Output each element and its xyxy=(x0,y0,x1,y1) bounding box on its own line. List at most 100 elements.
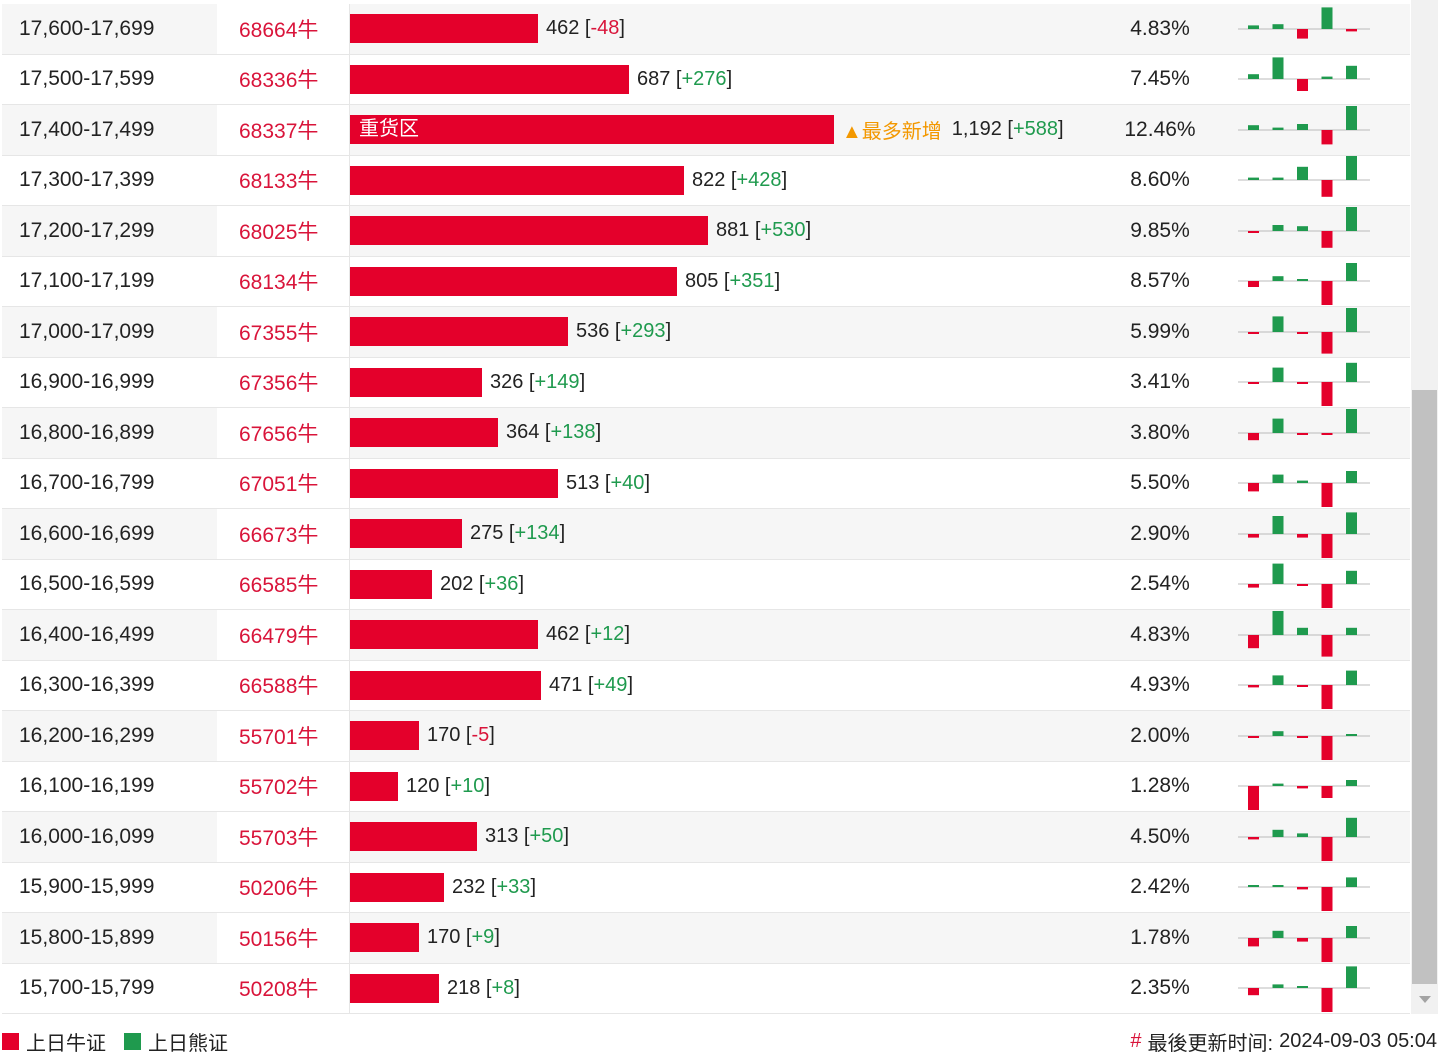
warrant-code-link[interactable]: 50156牛 xyxy=(217,913,350,963)
table-row[interactable]: 17,300-17,399 68133牛 822 [+428] 8.60% xyxy=(2,155,1410,206)
table-row[interactable]: 17,200-17,299 68025牛 881 [+530] 9.85% xyxy=(2,206,1410,257)
outstanding-count: 275 xyxy=(470,522,504,545)
sparkline xyxy=(1234,560,1374,610)
percentage: 9.85% xyxy=(1130,218,1190,242)
sparkline-chart xyxy=(1238,730,1370,760)
percentage: 5.50% xyxy=(1130,471,1190,495)
outstanding-count: 881 xyxy=(716,219,750,242)
change-value: +134 xyxy=(514,522,560,545)
table-row[interactable]: 16,400-16,499 66479牛 462 [+12] 4.83% xyxy=(2,610,1410,661)
warrant-code-link[interactable]: 55702牛 xyxy=(217,761,350,811)
warrant-code-link[interactable]: 50206牛 xyxy=(217,862,350,912)
warrant-code-link[interactable]: 66585牛 xyxy=(217,559,350,609)
sparkline-bar xyxy=(1272,610,1284,635)
sparkline-bar xyxy=(1297,533,1308,538)
warrant-code-link[interactable]: 68664牛 xyxy=(217,4,350,54)
outstanding-bar xyxy=(350,266,677,296)
sparkline-chart xyxy=(1238,512,1370,558)
update-label: 最後更新时间: xyxy=(1147,1032,1274,1055)
table-row[interactable]: 16,500-16,599 66585牛 202 [+36] 2.54% xyxy=(2,559,1410,610)
sparkline-bar xyxy=(1297,584,1308,587)
bar-cell: 120 [+10] xyxy=(350,762,1110,812)
legend-bear: 上日熊证 xyxy=(124,1027,228,1056)
outstanding-bar xyxy=(350,872,444,902)
sparkline-bar xyxy=(1297,786,1308,789)
table-row[interactable]: 17,400-17,499 68337牛 重货区 ▲最多新增 1,192 [+588] 1… xyxy=(2,105,1410,156)
percentage: 2.42% xyxy=(1130,875,1190,899)
strike-range: 16,800-16,899 xyxy=(19,420,155,444)
strike-range: 17,000-17,099 xyxy=(19,319,155,343)
most-added-tag: ▲最多新增 xyxy=(842,121,942,144)
sparkline-bar xyxy=(1346,263,1357,282)
warrant-code-link[interactable]: 67355牛 xyxy=(217,307,350,357)
strike-range: 15,800-15,899 xyxy=(19,925,155,949)
sparkline-bar xyxy=(1346,206,1357,231)
table-row[interactable]: 15,800-15,899 50156牛 170 [+9] 1.78% xyxy=(2,913,1410,964)
warrant-code-link[interactable]: 66479牛 xyxy=(217,610,350,660)
percentage: 1.78% xyxy=(1130,925,1190,949)
sparkline xyxy=(1234,459,1374,509)
bar-value: 218 [+8] xyxy=(447,976,520,999)
warrant-code-link[interactable]: 68134牛 xyxy=(217,256,350,306)
sparkline-chart xyxy=(1238,57,1370,92)
table-row[interactable]: 16,700-16,799 67051牛 513 [+40] 5.50% xyxy=(2,458,1410,509)
sparkline-bar xyxy=(1346,877,1357,888)
sparkline-chart xyxy=(1238,263,1370,306)
table-row[interactable]: 17,000-17,099 67355牛 536 [+293] 5.99% xyxy=(2,307,1410,358)
sparkline-bar xyxy=(1272,474,1284,484)
warrant-code-link[interactable]: 66673牛 xyxy=(217,509,350,559)
sparkline-bar xyxy=(1321,937,1333,962)
strike-range: 16,100-16,199 xyxy=(19,774,155,798)
percentage: 2.54% xyxy=(1130,572,1190,596)
warrant-code-link[interactable]: 55703牛 xyxy=(217,812,350,862)
table-row[interactable]: 16,000-16,099 55703牛 313 [+50] 4.50% xyxy=(2,812,1410,863)
sparkline-bar xyxy=(1248,74,1259,80)
scrollbar-thumb[interactable] xyxy=(1412,390,1437,984)
warrant-code-link[interactable]: 68025牛 xyxy=(217,206,350,256)
table-row[interactable]: 16,600-16,699 66673牛 275 [+134] 2.90% xyxy=(2,509,1410,560)
warrant-code-link[interactable]: 68133牛 xyxy=(217,155,350,205)
strike-range: 17,600-17,699 xyxy=(19,16,155,40)
sparkline-bar xyxy=(1321,735,1333,760)
warrant-code-link[interactable]: 67656牛 xyxy=(217,408,350,458)
warrant-code-link[interactable]: 67356牛 xyxy=(217,357,350,407)
table-row[interactable]: 16,300-16,399 66588牛 471 [+49] 4.93% xyxy=(2,660,1410,711)
sparkline-bar xyxy=(1346,817,1357,837)
warrant-code-link[interactable]: 68337牛 xyxy=(217,105,350,155)
sparkline-bar xyxy=(1248,786,1259,811)
scroll-down-arrow-icon[interactable] xyxy=(1419,996,1431,1003)
warrant-code-link[interactable]: 68336牛 xyxy=(217,54,350,104)
warrant-code-link[interactable]: 66588牛 xyxy=(217,660,350,710)
warrant-code-link[interactable]: 67051牛 xyxy=(217,458,350,508)
warrant-code-link[interactable]: 55701牛 xyxy=(217,711,350,761)
sparkline-bar xyxy=(1297,627,1308,635)
table-row[interactable]: 17,500-17,599 68336牛 687 [+276] 7.45% xyxy=(2,54,1410,105)
strike-range: 16,600-16,699 xyxy=(19,521,155,545)
sparkline-chart xyxy=(1238,156,1370,198)
sparkline-bar xyxy=(1272,23,1284,29)
table-row[interactable]: 17,600-17,699 68664牛 462 [-48] 4.83% xyxy=(2,4,1410,55)
table-row[interactable]: 16,800-16,899 67656牛 364 [+138] 3.80% xyxy=(2,408,1410,459)
sparkline-bar xyxy=(1272,316,1284,332)
percentage: 4.83% xyxy=(1130,16,1190,40)
table-row[interactable]: 15,900-15,999 50206牛 232 [+33] 2.42% xyxy=(2,862,1410,913)
percentage: 3.80% xyxy=(1130,420,1190,444)
bar-value: 120 [+10] xyxy=(406,774,490,797)
sparkline xyxy=(1234,913,1374,963)
table-row[interactable]: 16,900-16,999 67356牛 326 [+149] 3.41% xyxy=(2,357,1410,408)
table-row[interactable]: 17,100-17,199 68134牛 805 [+351] 8.57% xyxy=(2,256,1410,307)
table-row[interactable]: 16,200-16,299 55701牛 170 [-5] 2.00% xyxy=(2,711,1410,762)
sparkline-bar xyxy=(1272,885,1284,888)
sparkline-bar xyxy=(1346,571,1357,585)
percentage: 5.99% xyxy=(1130,319,1190,343)
table-row[interactable]: 16,100-16,199 55702牛 120 [+10] 1.28% xyxy=(2,761,1410,812)
outstanding-count: 687 xyxy=(637,67,671,90)
change-value: +351 xyxy=(729,269,775,292)
outstanding-count: 326 xyxy=(490,370,524,393)
sparkline-chart xyxy=(1238,408,1370,440)
chart-legend: 上日牛证 上日熊证 xyxy=(2,1027,246,1056)
vertical-scrollbar[interactable] xyxy=(1411,0,1438,1014)
table-row[interactable]: 15,700-15,799 50208牛 218 [+8] 2.35% xyxy=(2,963,1410,1014)
warrant-code-link[interactable]: 50208牛 xyxy=(217,963,350,1013)
sparkline xyxy=(1234,206,1374,256)
